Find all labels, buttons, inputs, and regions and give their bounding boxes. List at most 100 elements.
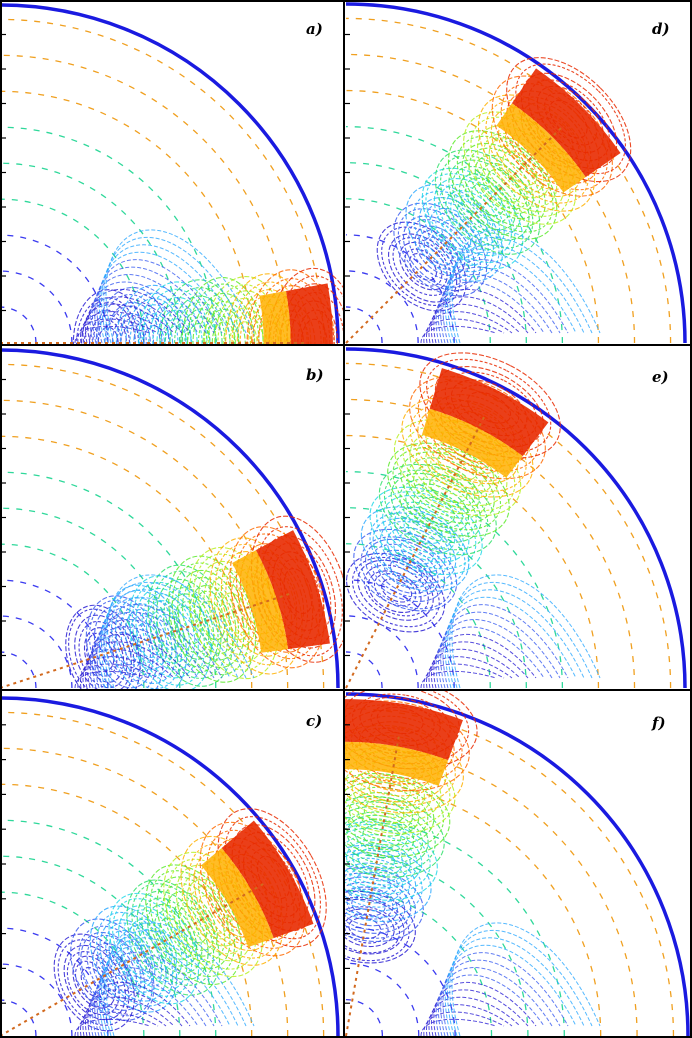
wake-contour xyxy=(435,974,545,1037)
wake-contour xyxy=(430,989,529,1037)
guide-arc xyxy=(345,817,565,1037)
rim-arc xyxy=(345,2,687,344)
contour-ring xyxy=(345,906,401,954)
wake-contour xyxy=(437,274,553,344)
panel-b xyxy=(0,348,343,689)
panel-f-contours xyxy=(345,691,690,1037)
contour-ring xyxy=(471,183,504,217)
contour-ring xyxy=(363,564,429,617)
guide-arc xyxy=(1,162,181,344)
contour-ring xyxy=(357,796,414,832)
contour-ring xyxy=(152,303,203,344)
wake-contour xyxy=(77,1011,159,1037)
wake-contour xyxy=(82,303,175,344)
guide-arc xyxy=(1,18,325,344)
panel-d xyxy=(344,2,687,344)
contour-ring xyxy=(345,786,429,842)
hot-cap xyxy=(429,368,549,457)
contour-ring xyxy=(256,526,343,657)
guide-arc xyxy=(1,234,109,344)
wake-contour xyxy=(101,589,239,689)
hot-cap xyxy=(255,530,330,650)
guide-arc xyxy=(345,962,420,1037)
contour-ring xyxy=(174,601,210,654)
contour-ring xyxy=(355,871,392,895)
contour-ring xyxy=(357,559,434,621)
guide-arc xyxy=(1,126,217,344)
contour-ring xyxy=(68,608,135,689)
contour-ring xyxy=(379,520,452,577)
contour-ring xyxy=(348,792,420,837)
guide-arc xyxy=(345,162,527,344)
contour-ring xyxy=(231,824,316,932)
contour-ring xyxy=(481,162,528,210)
panel-label-a: a) xyxy=(306,20,323,38)
wake-contour xyxy=(91,967,207,1037)
contour-ring xyxy=(418,197,495,273)
wake-contour xyxy=(91,619,207,689)
wake-contour xyxy=(82,996,175,1037)
contour-ring xyxy=(345,857,410,908)
wake-contour xyxy=(442,604,569,689)
contour-ring xyxy=(260,535,337,649)
contour-ring xyxy=(163,587,219,668)
contour-ring xyxy=(515,63,626,175)
wake-contour xyxy=(94,266,215,344)
contour-ring xyxy=(400,451,495,524)
wake-contour xyxy=(74,325,151,344)
contour-ring xyxy=(345,886,398,927)
contour-ring xyxy=(149,870,236,978)
panel-e xyxy=(344,347,687,689)
contour-ring xyxy=(229,526,326,669)
hot-cap xyxy=(285,283,333,344)
contour-ring xyxy=(80,931,146,1011)
contour-ring xyxy=(78,620,128,689)
panel-label-c: c) xyxy=(306,712,322,730)
contour-ring xyxy=(250,848,297,908)
contour-ring xyxy=(224,816,322,940)
contour-ring xyxy=(409,376,546,480)
wake-contour xyxy=(451,922,601,1037)
wake-contour xyxy=(105,574,255,689)
contour-ring xyxy=(345,844,432,922)
contour-ring xyxy=(365,538,446,603)
guide-arc xyxy=(345,998,384,1037)
wake-contour xyxy=(440,959,561,1037)
panel-f xyxy=(344,691,690,1037)
contour-ring xyxy=(193,590,231,646)
contour-ring xyxy=(430,448,485,489)
guide-arc xyxy=(1,363,325,689)
wake-contour xyxy=(77,318,159,344)
contour-ring xyxy=(382,494,470,563)
wake-contour xyxy=(89,974,199,1037)
contour-ring xyxy=(96,949,132,994)
guide-arc xyxy=(1,54,289,344)
wake-contour xyxy=(449,236,593,344)
wake-contour xyxy=(96,259,223,344)
wake-contour xyxy=(96,952,223,1037)
contour-ring xyxy=(345,913,389,944)
contour-ring xyxy=(450,195,494,239)
contour-ring xyxy=(160,318,193,344)
guide-arc xyxy=(1,747,289,1037)
contour-ring xyxy=(189,585,237,654)
ray-line xyxy=(345,126,563,344)
guide-arc xyxy=(1,711,325,1037)
panel-label-f: f) xyxy=(651,714,666,732)
hot-cap xyxy=(345,699,463,761)
panel-e-contours xyxy=(345,347,687,689)
contour-ring xyxy=(360,774,419,811)
contour-ring xyxy=(229,314,264,344)
guide-arc xyxy=(345,198,491,344)
wake-contour xyxy=(420,1018,497,1037)
contour-ring xyxy=(438,184,505,251)
wake-contour xyxy=(451,574,601,689)
contour-ring xyxy=(297,309,335,344)
contour-ring xyxy=(407,517,443,544)
contour-ring xyxy=(279,558,321,622)
contour-ring xyxy=(437,451,478,481)
ray-line xyxy=(1,883,264,1037)
contour-ring xyxy=(424,202,489,266)
wake-contour xyxy=(423,663,505,689)
